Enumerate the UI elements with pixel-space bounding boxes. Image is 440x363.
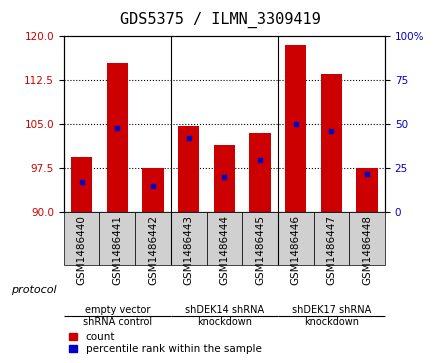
Text: protocol: protocol [11,285,57,295]
Text: GSM1486442: GSM1486442 [148,215,158,285]
Bar [206,212,242,265]
Bar [106,63,128,212]
Bar [178,126,199,212]
Text: GSM1486444: GSM1486444 [220,215,229,285]
Bar [171,212,206,265]
Bar [71,156,92,212]
Bar [285,45,307,212]
Bar [135,212,171,265]
Text: GSM1486447: GSM1486447 [326,215,337,285]
Bar [242,212,278,265]
Text: GSM1486441: GSM1486441 [112,215,122,285]
Text: GSM1486446: GSM1486446 [291,215,301,285]
Text: GSM1486448: GSM1486448 [362,215,372,285]
Bar [349,212,385,265]
Bar [321,74,342,212]
Bar [356,168,378,212]
Bar [278,212,314,265]
Text: GDS5375 / ILMN_3309419: GDS5375 / ILMN_3309419 [120,12,320,28]
Bar [249,133,271,212]
Text: GSM1486445: GSM1486445 [255,215,265,285]
Bar [214,145,235,212]
Bar [142,168,164,212]
Bar [99,212,135,265]
Text: empty vector
shRNA control: empty vector shRNA control [83,305,152,327]
Text: shDEK17 shRNA
knockdown: shDEK17 shRNA knockdown [292,305,371,327]
Text: shDEK14 shRNA
knockdown: shDEK14 shRNA knockdown [185,305,264,327]
Text: GSM1486443: GSM1486443 [184,215,194,285]
Bar [314,212,349,265]
Text: GSM1486440: GSM1486440 [77,215,87,285]
Bar [64,212,99,265]
Legend: count, percentile rank within the sample: count, percentile rank within the sample [69,332,261,354]
